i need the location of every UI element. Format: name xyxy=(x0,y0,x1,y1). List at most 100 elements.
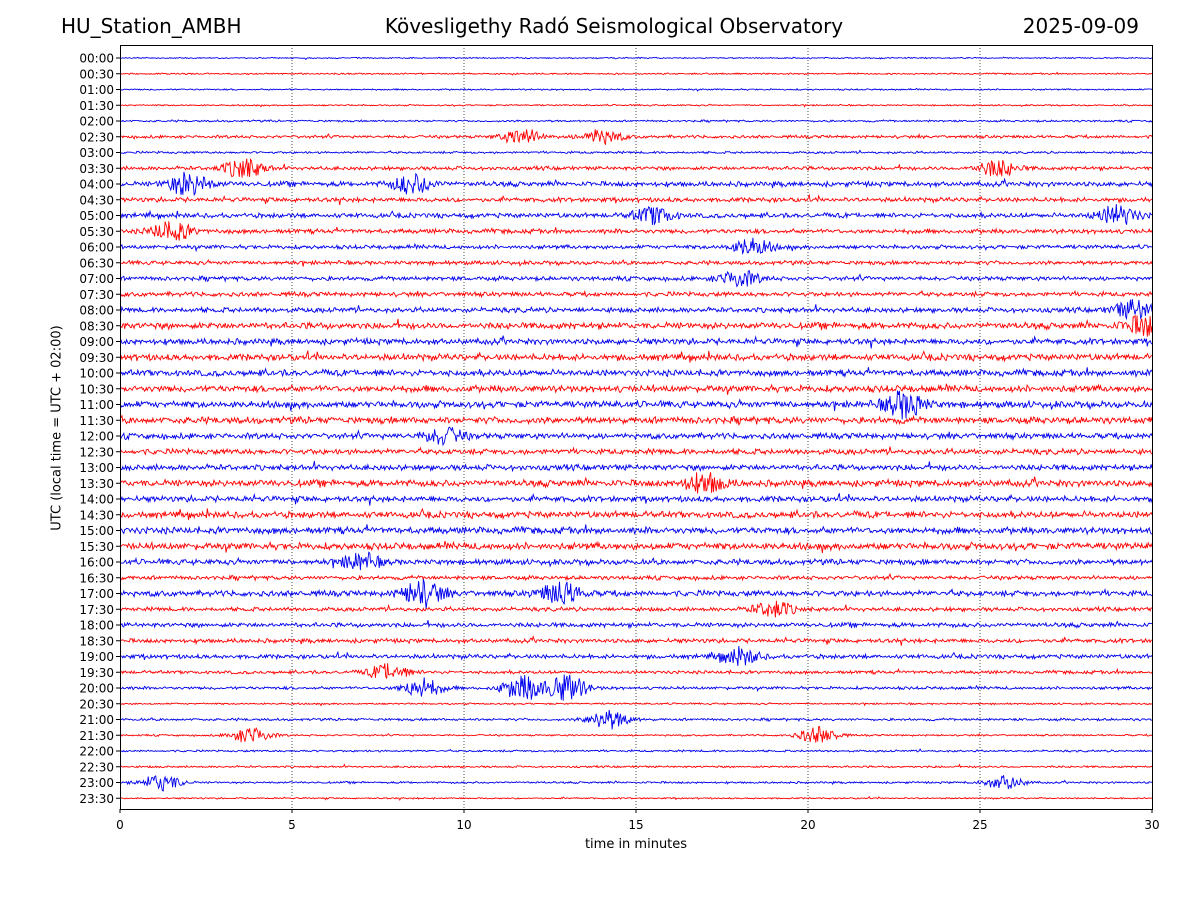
y-tick-label: 19:30 xyxy=(79,666,114,680)
date-label: 2025-09-09 xyxy=(1022,14,1139,38)
trace-1930 xyxy=(120,663,1152,679)
trace-1030 xyxy=(120,383,1152,395)
plot-frame xyxy=(120,45,1153,810)
x-tick-label: 25 xyxy=(972,818,987,832)
y-tick-label: 12:30 xyxy=(79,445,114,459)
y-tick-label: 00:30 xyxy=(79,67,114,81)
y-tick-label: 22:30 xyxy=(79,760,114,774)
trace-1000 xyxy=(120,367,1152,379)
trace-1400 xyxy=(120,492,1152,506)
y-tick-label: 05:00 xyxy=(79,209,114,223)
trace-0230 xyxy=(120,129,1152,145)
trace-1700 xyxy=(120,579,1152,610)
trace-1900 xyxy=(120,645,1152,666)
trace-0800 xyxy=(120,298,1152,321)
trace-1830 xyxy=(120,635,1152,646)
trace-0100 xyxy=(120,87,1152,92)
trace-0830 xyxy=(120,314,1152,337)
trace-1600 xyxy=(120,551,1152,571)
y-tick-label: 15:30 xyxy=(79,540,114,554)
trace-1730 xyxy=(120,600,1152,618)
trace-0300 xyxy=(120,149,1152,155)
y-tick-label: 18:00 xyxy=(79,619,114,633)
y-tick-label: 11:00 xyxy=(79,398,114,412)
trace-2200 xyxy=(120,748,1152,753)
y-tick-label: 16:00 xyxy=(79,556,114,570)
trace-2030 xyxy=(120,702,1152,707)
trace-1330 xyxy=(120,472,1152,494)
trace-2000 xyxy=(120,674,1152,701)
y-tick-label: 06:30 xyxy=(79,256,114,270)
y-tick-label: 20:00 xyxy=(79,682,114,696)
trace-1430 xyxy=(120,507,1152,521)
y-tick-label: 12:00 xyxy=(79,430,114,444)
y-tick-label: 08:30 xyxy=(79,319,114,333)
y-tick-label: 19:00 xyxy=(79,650,114,664)
y-tick-label: 06:00 xyxy=(79,241,114,255)
x-tick-label: 0 xyxy=(116,818,124,832)
y-tick-label: 23:30 xyxy=(79,792,114,806)
y-tick-label: 13:00 xyxy=(79,461,114,475)
x-tick-label: 30 xyxy=(1144,818,1159,832)
trace-0600 xyxy=(120,237,1152,256)
y-tick-label: 21:30 xyxy=(79,729,114,743)
trace-0900 xyxy=(120,335,1152,349)
y-tick-label: 10:00 xyxy=(79,367,114,381)
trace-2130 xyxy=(120,726,1152,743)
trace-1300 xyxy=(120,460,1152,473)
y-tick-label: 01:00 xyxy=(79,83,114,97)
trace-2100 xyxy=(120,709,1152,730)
y-tick-label: 17:00 xyxy=(79,587,114,601)
y-tick-label: 22:00 xyxy=(79,745,114,759)
y-tick-label: 21:00 xyxy=(79,713,114,727)
y-tick-label: 07:30 xyxy=(79,288,114,302)
trace-2300 xyxy=(120,775,1152,792)
y-tick-label: 09:00 xyxy=(79,335,114,349)
seismic-traces xyxy=(120,56,1152,802)
y-tick-label: 18:30 xyxy=(79,634,114,648)
y-tick-label: 23:00 xyxy=(79,776,114,790)
y-tick-label: 00:00 xyxy=(79,52,114,66)
trace-2330 xyxy=(120,795,1152,802)
y-tick-label: 20:30 xyxy=(79,697,114,711)
x-tick-label: 5 xyxy=(288,818,296,832)
station-label: HU_Station_AMBH xyxy=(61,14,242,38)
x-tick-label: 10 xyxy=(456,818,471,832)
trace-0500 xyxy=(120,204,1152,226)
trace-1630 xyxy=(120,572,1152,582)
y-tick-label: 03:00 xyxy=(79,146,114,160)
y-tick-label: 09:30 xyxy=(79,351,114,365)
trace-1230 xyxy=(120,446,1152,456)
y-tick-label: 01:30 xyxy=(79,99,114,113)
trace-0930 xyxy=(120,350,1152,363)
trace-1530 xyxy=(120,540,1152,554)
trace-0730 xyxy=(120,289,1152,299)
y-axis-title: UTC (local time = UTC + 02:00) xyxy=(49,325,65,531)
trace-2230 xyxy=(120,763,1152,769)
y-tick-label: 17:30 xyxy=(79,603,114,617)
trace-0700 xyxy=(120,269,1152,288)
x-axis: 0 5 10 15 20 25 30 xyxy=(116,809,1160,832)
trace-0400 xyxy=(120,171,1152,197)
trace-1500 xyxy=(120,524,1152,536)
trace-0130 xyxy=(120,103,1152,108)
y-tick-label: 14:30 xyxy=(79,508,114,522)
trace-0330 xyxy=(120,158,1152,178)
x-axis-title: time in minutes xyxy=(584,837,688,852)
x-tick-label: 15 xyxy=(628,818,643,832)
vertical-grid xyxy=(291,45,981,809)
trace-0430 xyxy=(120,193,1152,205)
x-tick-label: 20 xyxy=(800,818,815,832)
y-tick-label: 13:30 xyxy=(79,477,114,491)
trace-1100 xyxy=(120,390,1152,420)
y-tick-label: 11:30 xyxy=(79,414,114,428)
y-tick-label: 14:00 xyxy=(79,493,114,507)
y-tick-label: 02:30 xyxy=(79,130,114,144)
y-tick-label: 04:00 xyxy=(79,178,114,192)
trace-1130 xyxy=(120,414,1152,426)
y-tick-label: 05:30 xyxy=(79,225,114,239)
y-tick-label: 16:30 xyxy=(79,571,114,585)
y-tick-label: 15:00 xyxy=(79,524,114,538)
